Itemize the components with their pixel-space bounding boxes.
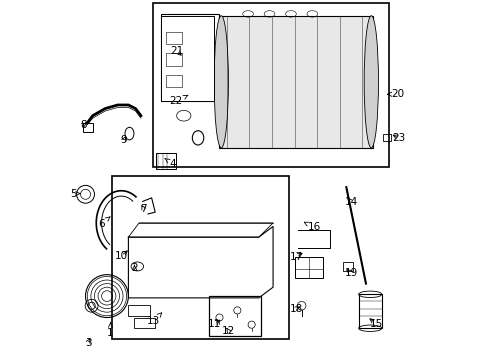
Ellipse shape (364, 16, 378, 148)
Text: 15: 15 (368, 319, 382, 329)
Text: 10: 10 (115, 251, 127, 261)
Ellipse shape (214, 16, 228, 148)
Text: 23: 23 (391, 133, 405, 143)
Text: 2: 2 (131, 263, 138, 273)
Text: 7: 7 (140, 204, 147, 214)
Bar (160, 14, 219, 102)
Bar (165, 32, 182, 44)
Text: 13: 13 (146, 313, 162, 326)
Text: 18: 18 (289, 303, 302, 314)
Bar (112, 176, 288, 339)
Bar (165, 53, 182, 66)
Text: 8: 8 (80, 120, 87, 130)
Text: 3: 3 (84, 338, 91, 347)
Bar (153, 3, 388, 167)
Text: 19: 19 (344, 268, 357, 278)
Text: 1: 1 (107, 322, 114, 338)
Text: 4: 4 (164, 158, 176, 169)
Bar (358, 294, 381, 328)
Bar (156, 153, 175, 169)
Bar (82, 123, 93, 132)
Bar (208, 296, 260, 337)
Text: 11: 11 (207, 319, 220, 329)
Bar (128, 305, 149, 316)
Text: 9: 9 (120, 135, 127, 145)
Bar (134, 318, 155, 328)
Bar (165, 75, 182, 87)
Text: 5: 5 (70, 189, 80, 199)
Bar (160, 16, 214, 102)
Text: 12: 12 (222, 326, 235, 336)
Text: 17: 17 (289, 252, 302, 262)
Text: 22: 22 (169, 95, 187, 107)
Text: 14: 14 (344, 197, 357, 207)
Bar (219, 16, 372, 148)
Text: 20: 20 (387, 89, 403, 99)
Bar (294, 257, 323, 278)
Text: 6: 6 (98, 217, 110, 229)
Bar (342, 262, 353, 271)
Text: 21: 21 (170, 46, 183, 56)
Text: 16: 16 (304, 222, 320, 232)
Bar (382, 134, 390, 141)
